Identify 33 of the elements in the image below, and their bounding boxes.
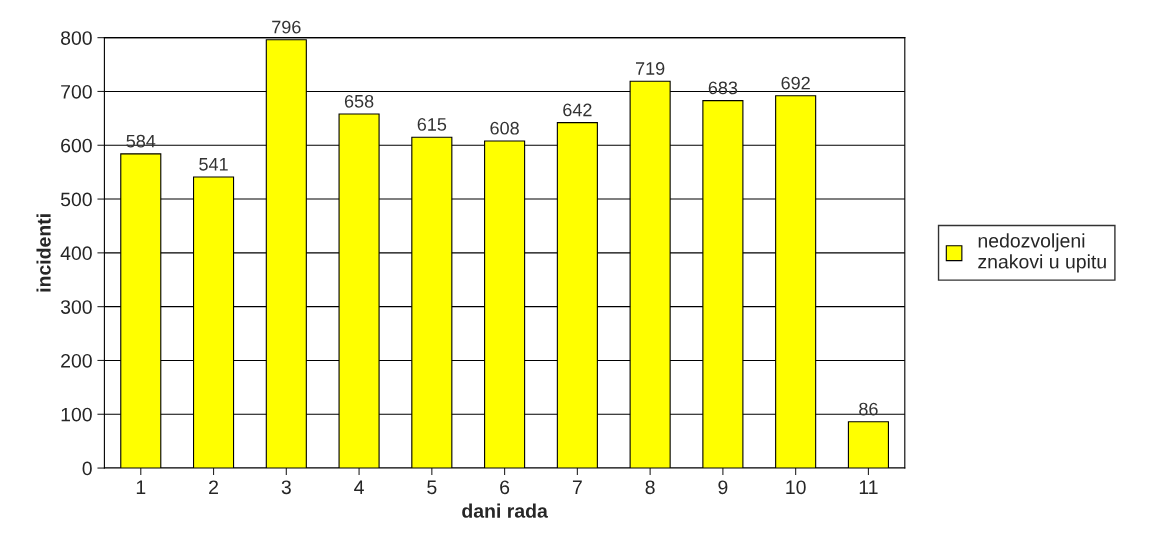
data-label: 658 xyxy=(344,94,374,108)
legend-label: nedozvoljeni znakovi u upitu xyxy=(978,233,1106,273)
x-tick-label: 3 xyxy=(281,480,291,495)
x-tick-label: 7 xyxy=(572,480,582,494)
data-label: 584 xyxy=(126,134,156,148)
x-tick-label: 8 xyxy=(645,480,655,495)
y-tick-label: 200 xyxy=(61,353,92,368)
x-tick-label: 4 xyxy=(354,480,364,494)
y-tick-label: 400 xyxy=(60,246,92,261)
x-tick-label: 5 xyxy=(427,480,437,495)
y-tick-label: 700 xyxy=(61,84,92,99)
x-axis-title: dani rada xyxy=(462,503,548,518)
x-tick-label: 1 xyxy=(136,480,146,494)
data-label: 796 xyxy=(272,20,301,34)
x-tick-label: 10 xyxy=(786,480,806,495)
data-label: 719 xyxy=(635,62,665,75)
y-tick-label: 800 xyxy=(61,31,92,45)
data-label: 608 xyxy=(490,121,519,135)
x-tick-label: 9 xyxy=(718,480,728,495)
x-tick-label: 11 xyxy=(859,480,878,494)
data-label: 86 xyxy=(859,402,878,416)
data-label: 642 xyxy=(563,103,592,117)
y-tick-label: 500 xyxy=(60,192,92,207)
data-label: 541 xyxy=(199,158,228,171)
y-axis-title: incidenti xyxy=(36,214,51,292)
y-tick-label: 600 xyxy=(61,138,92,153)
data-label: 692 xyxy=(781,76,810,90)
x-tick-label: 6 xyxy=(500,480,510,495)
y-tick-label: 100 xyxy=(61,407,92,422)
y-tick-label: 0 xyxy=(82,461,92,476)
data-label: 615 xyxy=(417,118,447,131)
y-tick-label: 300 xyxy=(60,300,92,314)
x-tick-label: 2 xyxy=(209,480,218,494)
